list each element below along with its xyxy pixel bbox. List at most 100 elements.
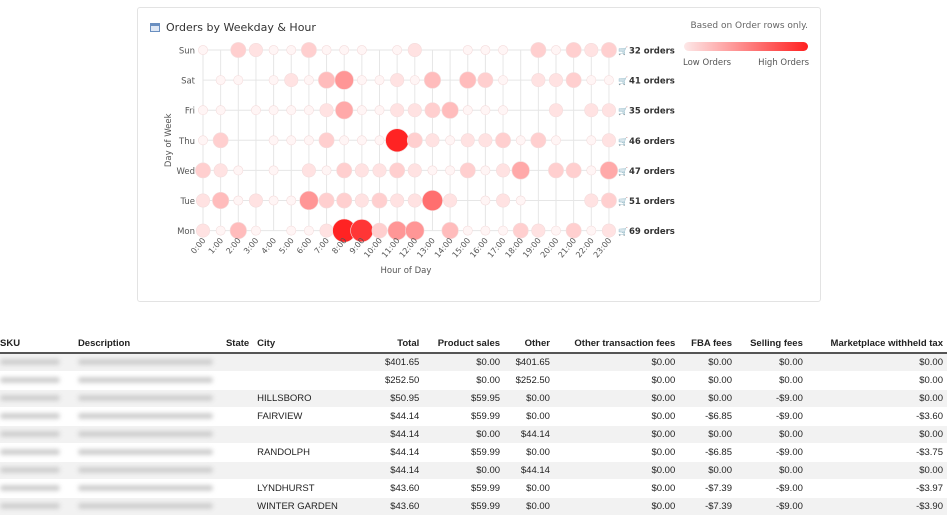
x-tick-label: 16:00 bbox=[468, 236, 490, 259]
fba-cell: $0.00 bbox=[679, 389, 736, 408]
column-header[interactable]: Selling fees bbox=[736, 335, 807, 354]
city-cell bbox=[253, 353, 363, 372]
heatmap-bubble bbox=[496, 193, 511, 208]
city-cell: WINTER GARDEN bbox=[253, 497, 363, 516]
heatmap-bubble bbox=[480, 225, 491, 236]
heatmap-bubble bbox=[548, 162, 564, 179]
heatmap-bubble bbox=[374, 105, 385, 116]
heatmap-bubble bbox=[530, 42, 547, 58]
selling-cell: -$9.00 bbox=[736, 497, 807, 516]
column-header[interactable]: Other transaction fees bbox=[553, 335, 680, 354]
heatmap-bubble bbox=[445, 165, 455, 176]
heatmap-bubble bbox=[317, 71, 336, 89]
fba-cell: -$7.39 bbox=[679, 479, 736, 498]
y-tick-label: Wed bbox=[176, 167, 195, 177]
heatmap-bubble bbox=[371, 192, 388, 209]
heatmap-bubble bbox=[586, 165, 597, 176]
x-tick-label: 0:00 bbox=[189, 236, 207, 256]
table-row[interactable]: LYNDHURST $43.60 $59.99 $0.00 $0.00 -$7.39 -$9… bbox=[0, 479, 947, 498]
selling-cell: $0.00 bbox=[736, 353, 807, 372]
other-cell: $0.00 bbox=[504, 407, 554, 426]
heatmap-bubble bbox=[584, 193, 599, 208]
heatmap-bubble bbox=[334, 70, 354, 90]
heatmap-bubble bbox=[460, 133, 475, 148]
description-cell-redacted bbox=[73, 407, 254, 426]
sku-cell-redacted bbox=[0, 371, 74, 390]
heatmap-bubble bbox=[213, 163, 228, 178]
column-header[interactable]: Other bbox=[504, 335, 554, 354]
x-tick-label: 19:00 bbox=[521, 236, 543, 259]
fba-cell: $0.00 bbox=[679, 353, 736, 372]
x-tick-label: 7:00 bbox=[313, 236, 331, 256]
heatmap-bubble bbox=[268, 45, 279, 55]
column-header[interactable]: Marketplace withheld tax bbox=[806, 335, 947, 354]
heatmap-bubble bbox=[462, 105, 473, 116]
tax-cell: $0.00 bbox=[806, 425, 947, 444]
heatmap-bubble bbox=[565, 72, 582, 88]
heatmap-bubble bbox=[303, 105, 314, 116]
heatmap-bubble bbox=[548, 73, 564, 88]
product_sales-cell: $0.00 bbox=[423, 461, 505, 480]
total-cell: $252.50 bbox=[362, 371, 424, 390]
heatmap-bubble bbox=[498, 105, 508, 116]
heatmap-bubble bbox=[335, 101, 354, 120]
heatmap-bubble bbox=[445, 135, 455, 146]
heatmap-bubble bbox=[601, 103, 616, 118]
product_sales-cell: $0.00 bbox=[423, 371, 505, 390]
otf-cell: $0.00 bbox=[553, 497, 680, 516]
otf-cell: $0.00 bbox=[553, 389, 680, 408]
heatmap-bubble bbox=[251, 225, 261, 236]
other-cell: $252.50 bbox=[504, 371, 554, 390]
heatmap-bubble bbox=[421, 190, 443, 211]
product_sales-cell: $59.99 bbox=[423, 407, 505, 426]
heatmap-bubble bbox=[495, 132, 511, 149]
column-header[interactable]: Product sales bbox=[423, 335, 505, 354]
product_sales-cell: $0.00 bbox=[423, 425, 505, 444]
heatmap-bubble bbox=[215, 225, 226, 236]
other-cell: $0.00 bbox=[504, 389, 554, 408]
product_sales-cell: $59.95 bbox=[423, 389, 505, 408]
heatmap-bubble bbox=[354, 163, 369, 178]
sku-cell-redacted bbox=[0, 425, 74, 444]
table-row[interactable]: WINTER GARDEN $43.60 $59.99 $0.00 $0.00 -$7.3… bbox=[0, 497, 947, 516]
heatmap-bubble bbox=[286, 195, 297, 206]
table-row[interactable]: RANDOLPH $44.14 $59.99 $0.00 $0.00 -$6.85 -$9.… bbox=[0, 443, 947, 462]
table-row[interactable]: FAIRVIEW $44.14 $59.99 $0.00 $0.00 -$6.85 -$9.… bbox=[0, 407, 947, 426]
column-header[interactable]: State bbox=[183, 335, 254, 354]
table-row[interactable]: HILLSBORO $50.95 $59.95 $0.00 $0.00 $0.00 -$9.… bbox=[0, 389, 947, 408]
column-header[interactable]: FBA fees bbox=[679, 335, 736, 354]
heatmap-bubble bbox=[318, 132, 335, 149]
city-cell: RANDOLPH bbox=[253, 443, 363, 462]
total-cell: $44.14 bbox=[362, 461, 424, 480]
heatmap-bubble bbox=[229, 222, 247, 240]
column-header[interactable]: SKU bbox=[0, 335, 74, 354]
column-header[interactable]: Total bbox=[362, 335, 424, 354]
heatmap-bubble bbox=[198, 45, 208, 55]
heatmap-bubble bbox=[584, 103, 599, 118]
other-cell: $44.14 bbox=[504, 461, 554, 480]
heatmap-bubble bbox=[459, 71, 477, 89]
heatmap-bubble bbox=[230, 42, 247, 58]
city-cell: FAIRVIEW bbox=[253, 407, 363, 426]
heatmap-bubble bbox=[319, 103, 334, 118]
table-row[interactable]: $44.14 $0.00 $44.14 $0.00 $0.00 $0.00 $0.00 bbox=[0, 461, 947, 480]
x-tick-label: 17:00 bbox=[486, 236, 508, 259]
column-header[interactable]: City bbox=[253, 335, 363, 354]
x-tick-label: 3:00 bbox=[242, 236, 260, 256]
table-row[interactable]: $252.50 $0.00 $252.50 $0.00 $0.00 $0.00 $0.00 bbox=[0, 371, 947, 390]
city-cell bbox=[253, 371, 363, 390]
description-cell-redacted bbox=[73, 389, 254, 408]
table-row[interactable]: $401.65 $0.00 $401.65 $0.00 $0.00 $0.00 $0.00 bbox=[0, 353, 947, 372]
heatmap-bubble bbox=[248, 42, 263, 58]
heatmap-bubble bbox=[195, 162, 211, 179]
selling-cell: $0.00 bbox=[736, 425, 807, 444]
sku-cell-redacted bbox=[0, 353, 74, 372]
heatmap-bubble bbox=[371, 222, 388, 239]
column-header[interactable]: Description bbox=[73, 335, 184, 354]
cart-icon: 🛒 bbox=[618, 196, 628, 206]
table-row[interactable]: $44.14 $0.00 $44.14 $0.00 $0.00 $0.00 $0.00 bbox=[0, 425, 947, 444]
heatmap-bubble bbox=[530, 132, 547, 149]
tax-cell: -$3.97 bbox=[806, 479, 947, 498]
heatmap-bubble bbox=[427, 165, 438, 176]
other-cell: $44.14 bbox=[504, 425, 554, 444]
